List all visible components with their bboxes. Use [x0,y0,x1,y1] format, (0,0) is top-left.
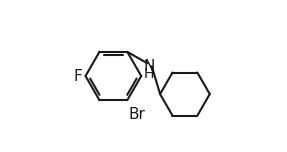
Text: F: F [74,69,82,83]
Text: N: N [143,59,154,74]
Text: H: H [144,67,154,81]
Text: Br: Br [129,107,146,122]
